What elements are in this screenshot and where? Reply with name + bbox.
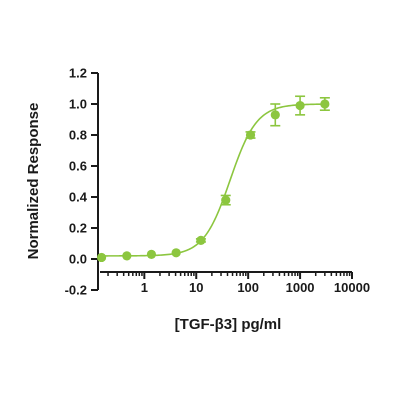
y-axis-title: Normalized Response — [25, 103, 42, 260]
data-point — [320, 99, 330, 109]
y-axis: -0.2 0.0 0.2 0.4 0.6 0.8 1.0 1.2 — [65, 66, 99, 298]
y-tick-label: 0.4 — [69, 190, 88, 205]
y-tick-label: 1.0 — [69, 97, 87, 112]
data-point — [122, 251, 132, 261]
x-axis-title: [TGF-β3] pg/ml — [175, 316, 282, 333]
fit-curve-layer — [101, 103, 325, 257]
y-tick-label: 0.0 — [69, 252, 87, 267]
data-point — [270, 110, 280, 120]
x-tick-label: 10000 — [334, 280, 370, 295]
data-point — [221, 195, 231, 205]
y-tick-label: -0.2 — [65, 283, 87, 298]
fit-curve — [101, 103, 325, 257]
data-point — [196, 235, 206, 245]
y-tick-label: 0.2 — [69, 221, 87, 236]
data-point — [295, 100, 305, 111]
x-tick-label: 1000 — [286, 280, 315, 295]
data-point — [96, 252, 107, 263]
data-points-layer — [96, 95, 330, 263]
y-tick-label: 0.8 — [69, 128, 87, 143]
y-tick-label: 1.2 — [69, 66, 87, 81]
x-axis: 1 10 100 1000 10000 — [100, 271, 370, 295]
data-point — [146, 249, 157, 259]
data-point — [171, 248, 181, 258]
y-tick-label: 0.6 — [69, 159, 87, 174]
data-point — [245, 130, 256, 140]
x-tick-label: 10 — [189, 280, 203, 295]
x-tick-label: 1 — [141, 280, 148, 295]
x-tick-label: 100 — [237, 280, 259, 295]
